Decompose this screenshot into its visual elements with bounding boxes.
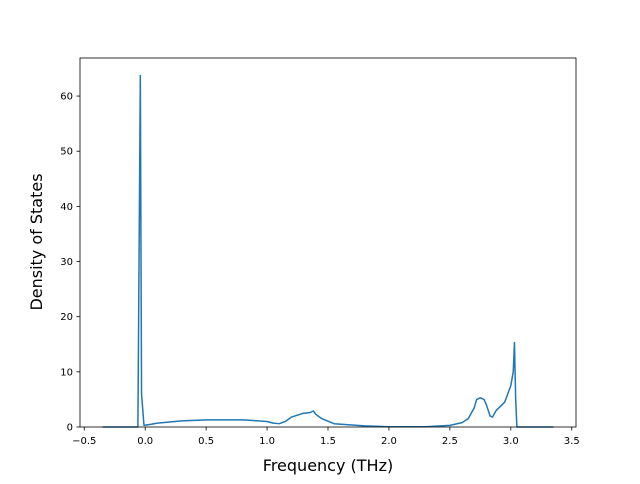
x-tick-label: 1.0: [259, 436, 275, 447]
y-tick-label: 0: [67, 423, 73, 434]
x-tick-label: 3.0: [503, 436, 519, 447]
x-tick-label: 3.5: [564, 436, 580, 447]
y-tick-label: 20: [60, 312, 73, 323]
plot-frame: [79, 57, 577, 428]
y-tick-label: 40: [60, 202, 73, 213]
y-axis-label: Density of States: [27, 173, 46, 310]
y-tick-label: 30: [60, 257, 73, 268]
y-tick-label: 10: [60, 367, 73, 378]
x-axis-label: Frequency (THz): [263, 456, 393, 475]
x-tick-label: 2.0: [381, 436, 397, 447]
y-tick-label: 50: [60, 147, 73, 158]
x-tick-label: 2.5: [442, 436, 458, 447]
dos-line: [102, 74, 554, 428]
x-tick-label: −0.5: [72, 436, 96, 447]
x-tick-label: 0.0: [137, 436, 153, 447]
x-tick-label: 1.5: [320, 436, 336, 447]
y-tick-label: 60: [60, 92, 73, 103]
x-tick-label: 0.5: [198, 436, 214, 447]
